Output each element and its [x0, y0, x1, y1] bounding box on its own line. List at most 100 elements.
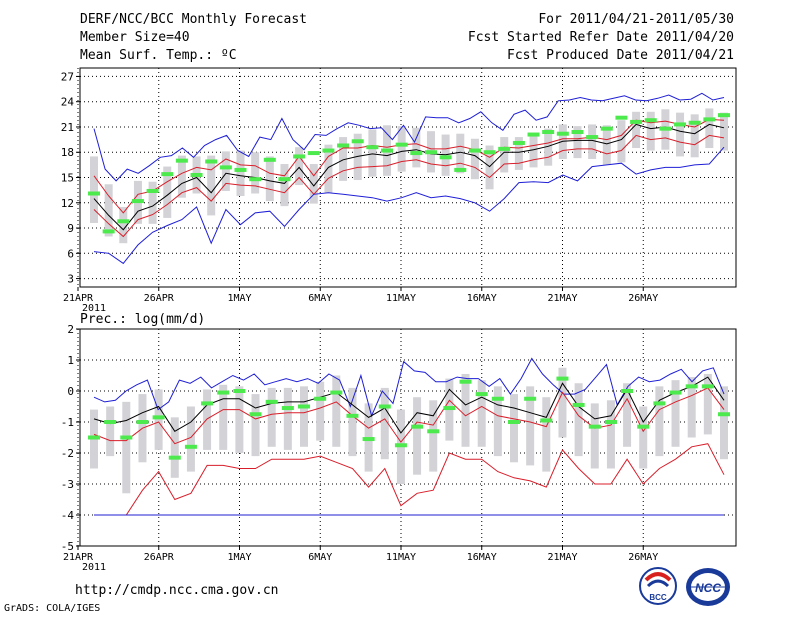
footer-url[interactable]: http://cmdp.ncc.cma.gov.cn [75, 583, 279, 598]
fcst-produced-date: Fcst Produced Date 2011/04/21 [507, 48, 734, 63]
chart-title: DERF/NCC/BCC Monthly Forecast [80, 12, 307, 27]
ncc-logo-text: NCC [695, 581, 721, 595]
ens-mean-marker [527, 132, 540, 137]
ensemble-box [671, 380, 680, 447]
x-tick-label: 21MAY [547, 552, 577, 563]
y-tick-label: -3 [61, 478, 74, 491]
series-max [93, 92, 725, 182]
ensemble-box [348, 387, 357, 457]
x-tick-label: 11MAY [386, 293, 416, 304]
bcc-logo-icon: BCC [639, 567, 677, 605]
y-tick-label: -5 [61, 540, 74, 553]
ensemble-box [574, 383, 583, 457]
panel-top [76, 67, 737, 291]
ensemble-box [542, 397, 551, 472]
ensemble-box [380, 387, 389, 460]
ensemble-box [703, 373, 712, 435]
ens-mean-marker [366, 145, 379, 150]
y-tick-label: 21 [61, 121, 74, 134]
ensemble-box [368, 129, 377, 177]
ensemble-box [309, 164, 318, 204]
ens-mean-marker [410, 151, 423, 156]
ensemble-box [623, 383, 632, 447]
ensemble-box [510, 394, 518, 463]
x-tick-label: 26APR [144, 293, 175, 304]
ens-mean-marker [249, 412, 262, 417]
x-tick-label: 6MAY [308, 293, 332, 304]
y-tick-label: 1 [67, 354, 74, 367]
ensemble-box [267, 387, 276, 447]
variable-label-bottom: Prec.: log(mm/d) [80, 312, 205, 327]
ens-mean-marker [459, 379, 472, 384]
ens-mean-marker [249, 177, 262, 182]
ens-mean-marker [307, 151, 320, 156]
ensemble-box [429, 400, 438, 472]
ensemble-box [251, 152, 260, 194]
plot-frame [79, 67, 737, 288]
ens-mean-marker [281, 406, 294, 411]
series-median [93, 376, 725, 434]
ens-mean-marker [184, 444, 197, 449]
y-tick-label: 24 [61, 96, 75, 109]
ensemble-box [324, 144, 333, 193]
ensemble-box [588, 124, 597, 159]
ens-mean-marker [701, 384, 714, 389]
ens-mean-marker [378, 404, 391, 409]
ens-mean-marker [621, 389, 634, 393]
x-tick-label: 16MAY [467, 293, 497, 304]
ensemble-box [639, 406, 648, 469]
series-p_hi [93, 118, 725, 214]
ncc-logo-icon: NCC [686, 568, 730, 606]
ensemble-box [90, 156, 98, 223]
ensemble-box [163, 166, 172, 218]
series-min [93, 146, 725, 265]
ens-mean-marker [718, 412, 730, 417]
ensemble-box [106, 406, 115, 457]
fcst-started-date: Fcst Started Refer Date 2011/04/20 [467, 30, 734, 45]
ensemble-box [514, 137, 523, 170]
bcc-logo-text: BCC [649, 593, 667, 602]
ens-mean-marker [524, 396, 537, 401]
x-tick-label: 26MAY [628, 552, 658, 563]
ens-mean-marker [263, 157, 276, 162]
y-tick-label: -1 [61, 416, 74, 429]
ens-mean-marker [201, 401, 214, 406]
ens-mean-marker [161, 172, 174, 177]
ensemble-box [119, 206, 128, 244]
y-tick-label: 2 [67, 323, 74, 336]
ens-mean-marker [644, 118, 657, 123]
ensemble-box [617, 120, 626, 163]
ens-mean-marker [540, 418, 553, 423]
ens-mean-marker [330, 390, 343, 395]
ens-mean-marker [322, 148, 335, 153]
ens-mean-marker [556, 131, 569, 136]
ens-mean-marker [175, 158, 188, 163]
ens-mean-marker [718, 113, 730, 118]
ensemble-box [500, 137, 509, 173]
ens-mean-marker [669, 390, 682, 395]
ensemble-box [170, 417, 179, 478]
y-tick-label: 27 [61, 70, 74, 83]
x-tick-label: 1MAY [227, 552, 251, 563]
ensemble-box [485, 145, 494, 190]
ensemble-box [148, 181, 157, 224]
ens-mean-marker [168, 455, 181, 460]
ens-mean-marker [120, 435, 133, 440]
ensemble-box [529, 134, 538, 168]
ens-mean-marker [298, 404, 310, 409]
y-tick-label: 0 [67, 385, 74, 398]
ensemble-box [339, 137, 348, 181]
y-tick-label: -4 [61, 509, 75, 522]
ensemble-box [413, 397, 422, 475]
y-tick-label: 18 [61, 146, 74, 159]
ens-mean-marker [637, 424, 650, 429]
ens-mean-marker [498, 146, 511, 151]
ens-mean-marker [615, 115, 628, 120]
ens-mean-marker [586, 135, 599, 140]
x-tick-label: 1MAY [227, 293, 251, 304]
ensemble-box [477, 380, 486, 447]
ensemble-box [558, 367, 567, 438]
ensemble-box [456, 133, 465, 174]
ens-mean-marker [233, 389, 246, 393]
